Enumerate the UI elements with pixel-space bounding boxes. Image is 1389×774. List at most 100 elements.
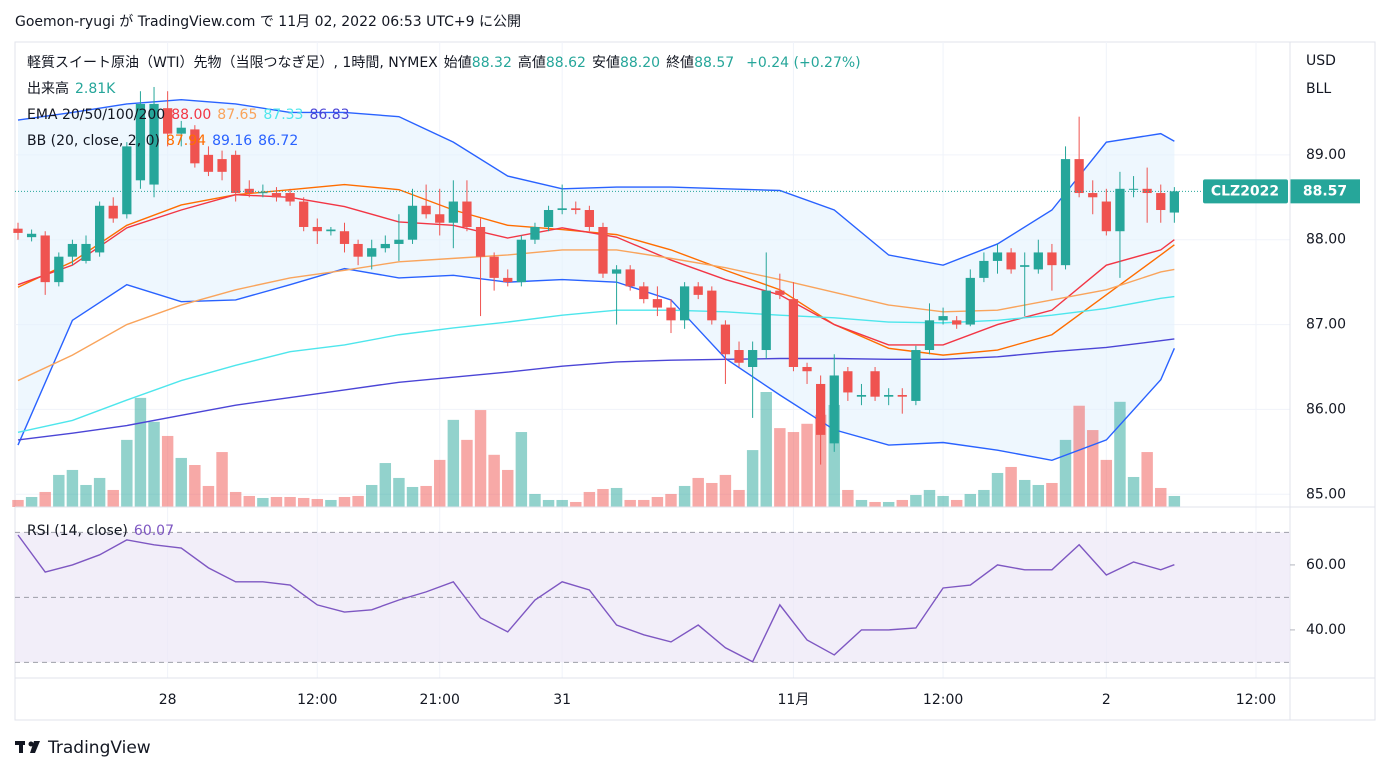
- candle-body: [421, 205, 431, 215]
- volume-bar: [638, 499, 650, 507]
- volume-bar: [80, 484, 92, 507]
- volume-bar: [474, 410, 487, 507]
- legend-rsi: RSI (14, close) 60.07: [27, 522, 180, 540]
- volume-bar: [12, 499, 24, 507]
- x-tick-label: 31: [553, 692, 571, 708]
- volume-bar: [284, 496, 296, 507]
- volume-bar: [882, 501, 895, 507]
- ema-line: [17, 194, 1175, 346]
- bb-value: 89.16: [212, 133, 253, 149]
- x-tick-label: 21:00: [420, 692, 460, 708]
- candle-body: [367, 248, 377, 257]
- candle-body: [720, 324, 731, 355]
- volume-bar: [733, 489, 745, 507]
- candle-body: [203, 154, 214, 172]
- candle-body: [775, 290, 785, 295]
- volume-bar: [556, 499, 568, 507]
- rsi-tick-label: 40.00: [1306, 622, 1346, 638]
- tv-logo: [15, 741, 40, 753]
- ohlc-value: 88.32: [471, 55, 512, 71]
- volume-bar: [1155, 487, 1167, 507]
- candle-body: [611, 269, 622, 274]
- candle-body: [231, 154, 241, 194]
- candle-body: [734, 350, 744, 363]
- candle-body: [1156, 193, 1166, 211]
- candle-body: [149, 103, 159, 185]
- y-tick-label: 85.00: [1306, 486, 1346, 502]
- volume-bar: [542, 499, 555, 507]
- volume-bar: [447, 419, 460, 507]
- candle-body: [992, 252, 1003, 261]
- candle-body: [1128, 188, 1139, 190]
- candle-body: [666, 307, 676, 321]
- volume-bar: [801, 423, 813, 507]
- candle-body: [571, 208, 581, 211]
- volume-bar: [216, 452, 228, 507]
- x-tick-label: 2: [1102, 692, 1111, 708]
- candle-body: [26, 233, 37, 238]
- volume-bar: [502, 469, 514, 507]
- bb-value: 86.72: [258, 133, 299, 149]
- candle-body: [1088, 193, 1098, 198]
- candle-body: [1101, 201, 1111, 232]
- candle-body: [979, 260, 989, 278]
- ema-value: 88.00: [171, 107, 212, 123]
- ema-value: 87.33: [263, 107, 304, 123]
- candle-body: [108, 205, 118, 219]
- volume-bar: [393, 477, 405, 507]
- candle-body: [122, 146, 132, 215]
- volume-bar: [420, 485, 432, 507]
- volume-bar: [651, 496, 664, 507]
- candle-body: [829, 375, 839, 444]
- volume-bar: [175, 457, 187, 507]
- volume-bar: [1032, 484, 1045, 507]
- volume-bar: [760, 392, 772, 507]
- candle-body: [163, 108, 173, 134]
- y-tick-label: 86.00: [1306, 401, 1346, 417]
- candle-body: [625, 269, 635, 287]
- ohlc-value: 88.57: [694, 55, 735, 71]
- volume-bar: [910, 494, 922, 507]
- legend-main: 軽質スイート原油（WTI）先物（当限つなぎ足）, 1時間, NYMEX 始値88.…: [27, 54, 867, 72]
- candle-body: [598, 226, 608, 274]
- change: +0.24 (+0.27%): [746, 55, 861, 71]
- candle-body: [1060, 159, 1071, 266]
- volume-bar: [311, 498, 324, 507]
- volume-bar: [597, 488, 609, 507]
- ema-value: 86.83: [309, 107, 350, 123]
- ohlc-value: 88.62: [545, 55, 586, 71]
- candle-body: [489, 256, 499, 278]
- candle-body: [938, 316, 948, 321]
- volume-bar: [66, 469, 79, 507]
- candle-body: [870, 371, 880, 397]
- price-box: [1290, 179, 1360, 204]
- price-label: 88.57: [1303, 183, 1347, 199]
- y-tick-label: 89.00: [1306, 147, 1346, 163]
- candle-body: [448, 201, 458, 223]
- volume-label: 出来高: [27, 81, 69, 97]
- candle-body: [516, 239, 526, 283]
- volume-bar: [338, 496, 351, 507]
- volume-bar: [93, 477, 106, 507]
- candle-body: [258, 192, 268, 194]
- y-tick-label: 88.00: [1306, 232, 1346, 248]
- volume-bar: [270, 496, 283, 507]
- volume-bar: [107, 489, 119, 507]
- candle-body: [475, 226, 486, 257]
- legend-volume: 出来高 2.81K: [27, 80, 121, 98]
- volume-bar: [379, 463, 392, 507]
- candle-body: [339, 231, 350, 244]
- ohlc-label: 安値: [591, 55, 620, 71]
- volume-bar: [121, 439, 133, 507]
- candle-body: [353, 243, 363, 257]
- volume-bar: [855, 499, 868, 507]
- candle-body: [897, 394, 907, 397]
- frame: [14, 41, 1376, 721]
- candle-body: [40, 235, 50, 283]
- bb-basis: [17, 183, 1175, 356]
- volume-bar: [134, 397, 147, 507]
- volume-bar: [325, 499, 337, 507]
- ema-line: [17, 249, 1175, 382]
- currency-label: BLL: [1306, 81, 1331, 97]
